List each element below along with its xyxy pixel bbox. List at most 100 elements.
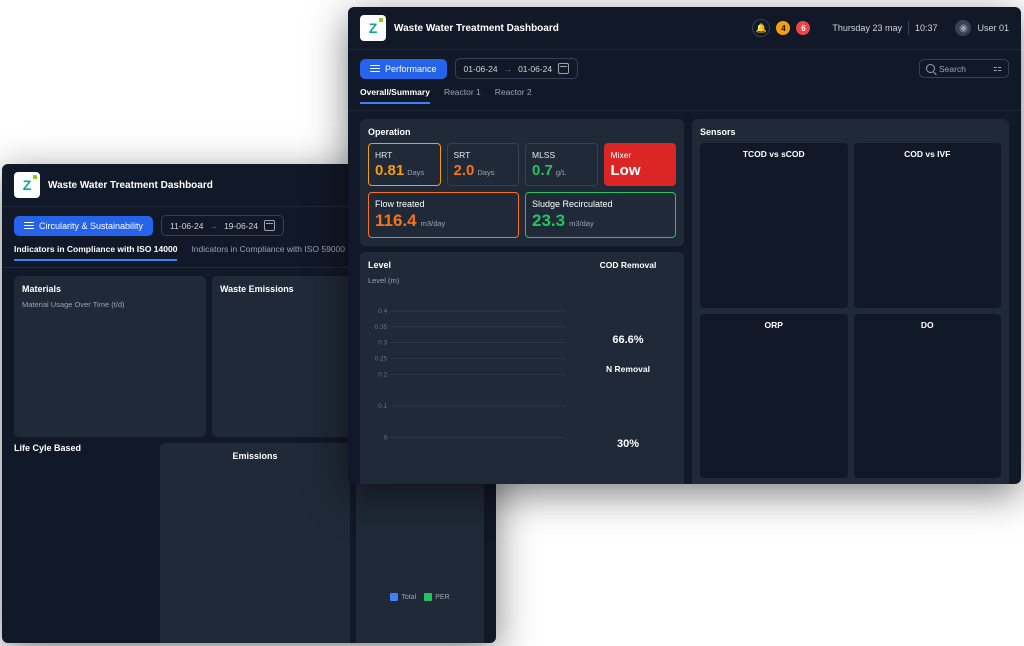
menu-icon [24, 222, 34, 230]
mode-pill[interactable]: Performance [360, 59, 447, 79]
header-right: 🔔 4 6 Thursday 23 may 10:37 ◉ User 01 [752, 19, 1009, 37]
notif-badge-amber[interactable]: 4 [776, 21, 790, 35]
chart-tcod-scod: TCOD vs sCOD [700, 143, 848, 308]
gauge-cod [586, 276, 670, 328]
life-title: Life Cyle Based [14, 443, 154, 453]
kpi-srt: SRT2.0Days [447, 143, 520, 186]
legend-per: PER [424, 593, 449, 601]
legend-total: Total [390, 593, 416, 601]
arrow-right-icon: → [504, 64, 513, 74]
search-placeholder: Search [939, 64, 989, 74]
kpi-flow-treated: Flow treated116.4m3/day [368, 192, 519, 238]
energy-legend: Total PER [364, 593, 476, 601]
scatter-chart [706, 162, 842, 302]
gauge-n-title: N Removal [606, 364, 650, 374]
left-column: Operation HRT0.81DaysSRT2.0DaysMLSS0.7g/… [360, 119, 684, 484]
gauge-n-value: 30% [617, 438, 639, 450]
date-from: 11-06-24 [170, 221, 203, 231]
date-from: 01-06-24 [464, 64, 498, 74]
chart-orp: ORP [700, 314, 848, 479]
mode-label: Performance [385, 64, 437, 74]
search-icon [926, 64, 935, 73]
date-range-picker[interactable]: 01-06-24 → 01-06-24 [455, 58, 579, 79]
scatter-chart [860, 162, 996, 302]
logo: Z [360, 15, 386, 41]
filter-icon[interactable]: ⚏ [993, 63, 1002, 74]
mode-pill[interactable]: Circularity & Sustainability [14, 216, 153, 236]
arrow-right-icon: → [209, 221, 218, 231]
tab-bar: Overall/Summary Reactor 1 Reactor 2 [348, 87, 1021, 111]
level-title: Level [368, 260, 572, 270]
chart-do: DO [854, 314, 1002, 479]
level-panel: Level Level (m) 0 0.1 0.2 0.25 0.3 0.35 0.4 CO… [360, 252, 684, 484]
search-input[interactable]: Search ⚏ [919, 59, 1009, 78]
gauges: COD Removal 66.6% N Removal 30% [580, 260, 676, 480]
sensors-panel: Sensors TCOD vs sCOD COD vs IVF ORP DO [692, 119, 1009, 484]
svg-text:0.35: 0.35 [374, 324, 387, 331]
date-to: 01-06-24 [518, 64, 552, 74]
menu-icon [370, 65, 380, 73]
operation-panel: Operation HRT0.81DaysSRT2.0DaysMLSS0.7g/… [360, 119, 684, 246]
body: Operation HRT0.81DaysSRT2.0DaysMLSS0.7g/… [348, 111, 1021, 484]
emissions-bar-chart [168, 467, 342, 617]
chart-title: DO [860, 320, 996, 330]
tab-iso59000[interactable]: Indicators in Compliance with ISO 59000 [191, 244, 345, 261]
kpi-mixer: MixerLow [604, 143, 677, 186]
level-chart: 0 0.1 0.2 0.25 0.3 0.35 0.4 [368, 287, 572, 480]
performance-dashboard: Z Waste Water Treatment Dashboard 🔔 4 6 … [348, 7, 1021, 484]
sensors-title: Sensors [700, 127, 1001, 137]
level-chart-area: Level Level (m) 0 0.1 0.2 0.25 0.3 0.35 0.4 [368, 260, 572, 480]
emissions-bars-panel: Emissions [160, 443, 350, 643]
svg-text:0.3: 0.3 [378, 340, 388, 347]
tab-overall[interactable]: Overall/Summary [360, 87, 430, 104]
mode-label: Circularity & Sustainability [39, 221, 143, 231]
kpi-row: HRT0.81DaysSRT2.0DaysMLSS0.7g/LMixerLow [368, 143, 676, 186]
sensors-grid: TCOD vs sCOD COD vs IVF ORP DO [700, 143, 1001, 478]
kpi-sludge-recirc: Sludge Recirculated23.3m3/day [525, 192, 676, 238]
tab-iso14000[interactable]: Indicators in Compliance with ISO 14000 [14, 244, 177, 261]
gauge-cod-value: 66.6% [612, 334, 643, 346]
svg-text:0.1: 0.1 [378, 403, 388, 410]
chart-cod-ivf: COD vs IVF [854, 143, 1002, 308]
app-title: Waste Water Treatment Dashboard [394, 23, 559, 34]
bell-icon[interactable]: 🔔 [752, 19, 770, 37]
tab-reactor1[interactable]: Reactor 1 [444, 87, 481, 104]
calendar-icon [264, 220, 275, 231]
gauge-cod-title: COD Removal [600, 260, 657, 270]
level-row: Level Level (m) 0 0.1 0.2 0.25 0.3 0.35 0.4 CO… [360, 252, 684, 484]
user-name: User 01 [977, 23, 1009, 33]
calendar-icon [558, 63, 569, 74]
gauge-n [586, 380, 670, 432]
kpi-row-2: Flow treated116.4m3/day Sludge Recircula… [368, 192, 676, 238]
line-chart [860, 333, 996, 473]
materials-chart [22, 311, 198, 429]
bars-title: Emissions [168, 451, 342, 461]
materials-title: Materials [22, 284, 198, 294]
tab-reactor2[interactable]: Reactor 2 [495, 87, 532, 104]
chart-title: TCOD vs sCOD [706, 149, 842, 159]
date-range-picker[interactable]: 11-06-24 → 19-06-24 [161, 215, 284, 236]
svg-text:0.4: 0.4 [378, 308, 388, 315]
kpi-hrt: HRT0.81Days [368, 143, 441, 186]
logo: Z [14, 172, 40, 198]
kpi-mlss: MLSS0.7g/L [525, 143, 598, 186]
date-to: 19-06-24 [224, 221, 258, 231]
header-time: 10:37 [915, 23, 938, 33]
user-avatar-icon[interactable]: ◉ [955, 20, 971, 36]
controls-row: Performance 01-06-24 → 01-06-24 Search ⚏ [348, 50, 1021, 87]
svg-text:0.2: 0.2 [378, 371, 388, 378]
operation-title: Operation [368, 127, 676, 137]
level-ylabel: Level (m) [368, 276, 572, 285]
app-title: Waste Water Treatment Dashboard [48, 180, 213, 191]
chart-title: COD vs IVF [860, 149, 996, 159]
svg-text:0.25: 0.25 [374, 356, 387, 363]
materials-subtitle: Material Usage Over Time (t/d) [22, 300, 198, 309]
chart-title: ORP [706, 320, 842, 330]
header: Z Waste Water Treatment Dashboard 🔔 4 6 … [348, 7, 1021, 50]
notif-badge-red[interactable]: 6 [796, 21, 810, 35]
materials-panel: Materials Material Usage Over Time (t/d) [14, 276, 206, 437]
line-chart [706, 333, 842, 473]
svg-text:0: 0 [384, 435, 388, 442]
separator [908, 21, 909, 35]
header-date: Thursday 23 may [832, 23, 902, 33]
